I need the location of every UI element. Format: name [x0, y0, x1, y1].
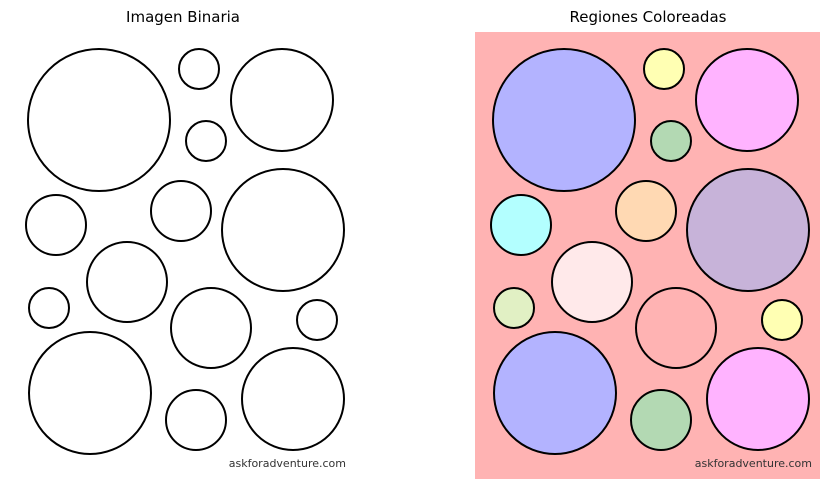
binary-circle [170, 287, 252, 369]
colored-region-r8 [551, 241, 633, 323]
left-watermark: askforadventure.com [229, 457, 346, 470]
right-panel-title: Regiones Coloreadas [569, 8, 727, 26]
colored-region-r6 [615, 180, 677, 242]
left-panel-title: Imagen Binaria [126, 8, 240, 26]
right-watermark: askforadventure.com [695, 457, 812, 470]
colored-region-r5 [490, 194, 552, 256]
colored-region-r10 [635, 287, 717, 369]
binary-circle [27, 48, 171, 192]
colored-regions [490, 48, 810, 455]
binary-circle [165, 389, 227, 451]
binary-circle [178, 48, 220, 90]
binary-circle [185, 120, 227, 162]
binary-circle [221, 168, 345, 292]
binary-circle [86, 241, 168, 323]
binary-circle [241, 347, 345, 451]
binary-image [25, 48, 345, 455]
colored-region-r14 [706, 347, 810, 451]
colored-region-r11 [493, 331, 617, 455]
binary-circle [296, 299, 338, 341]
colored-region-r7 [686, 168, 810, 292]
colored-region-r12 [761, 299, 803, 341]
binary-circle [25, 194, 87, 256]
binary-circle [28, 331, 152, 455]
binary-circle [150, 180, 212, 242]
colored-region-r4 [650, 120, 692, 162]
colored-region-r3 [695, 48, 799, 152]
binary-circle [28, 287, 70, 329]
colored-region-r2 [643, 48, 685, 90]
binary-circle [230, 48, 334, 152]
colored-region-r13 [630, 389, 692, 451]
colored-region-r9 [493, 287, 535, 329]
colored-region-r1 [492, 48, 636, 192]
